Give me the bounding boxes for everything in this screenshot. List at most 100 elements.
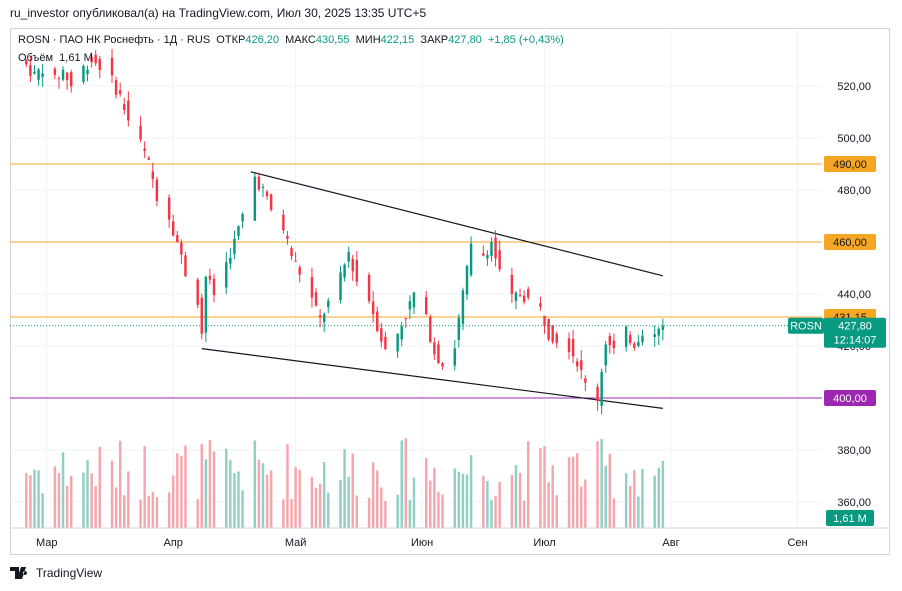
- x-tick-label: Июл: [533, 537, 555, 549]
- candle-body: [653, 334, 656, 337]
- candle-body: [380, 328, 383, 342]
- candle-body: [628, 334, 632, 343]
- grid: [10, 28, 822, 528]
- candle-body: [351, 258, 354, 272]
- candle-body: [600, 371, 603, 406]
- x-axis: Мар Апр Май Июн Июл Авг Сен: [10, 527, 890, 549]
- candle-body: [176, 235, 179, 243]
- volume-bar: [600, 438, 603, 528]
- volume-badge: [826, 510, 874, 526]
- volume-bar: [624, 473, 628, 528]
- volume-bar: [282, 499, 285, 528]
- volume-bar: [547, 482, 550, 528]
- candle-body: [567, 338, 571, 353]
- y-axis: 360,00380,00400,00420,00440,00460,00480,…: [837, 81, 871, 509]
- candle-body: [127, 100, 130, 121]
- y-tick-label: 440,00: [837, 289, 871, 301]
- volume-bar: [204, 459, 208, 528]
- volume-bar: [412, 477, 416, 528]
- candle-body: [518, 295, 522, 297]
- volume-bar: [318, 483, 322, 528]
- candle-body: [343, 264, 346, 278]
- close-label: ЗАКР: [420, 34, 449, 46]
- trendline: [250, 171, 664, 277]
- volume-bar: [147, 495, 150, 528]
- volume-bar: [494, 495, 497, 528]
- candle-body: [69, 72, 73, 87]
- volume-bar: [322, 461, 326, 528]
- candle-body: [261, 186, 265, 188]
- candle-body: [204, 276, 208, 333]
- volume-bar: [327, 492, 330, 528]
- candle-body: [412, 292, 416, 308]
- volume-bar: [653, 475, 656, 528]
- volume-bar: [339, 479, 342, 528]
- volume-bar: [114, 487, 118, 528]
- volume-bar: [37, 470, 40, 528]
- candle-body: [253, 176, 257, 221]
- volume-label: Объём: [18, 52, 54, 64]
- volume-bar: [314, 487, 318, 528]
- candle-body: [151, 171, 155, 180]
- candle-body: [584, 378, 587, 383]
- candle-body: [155, 179, 159, 202]
- volume-bar: [127, 471, 130, 528]
- candle-body: [433, 342, 436, 355]
- volume-bar: [82, 472, 85, 528]
- price-labels: 490,00460,00431,15400,00ROSN427,8012:14:…: [788, 156, 886, 526]
- volume-bar: [441, 494, 444, 528]
- volume-bar: [641, 468, 644, 528]
- candle-body: [200, 297, 204, 334]
- candle-body: [571, 338, 575, 357]
- level-label: 460,00: [833, 237, 867, 249]
- open-label: ОТКР: [216, 34, 246, 46]
- candle-body: [404, 318, 408, 320]
- volume-bar: [29, 475, 32, 528]
- candle-body: [167, 197, 171, 220]
- volume-bar: [241, 490, 244, 528]
- volume-bar: [143, 446, 146, 528]
- candle-body: [510, 274, 514, 294]
- candle-body: [339, 272, 342, 301]
- volume-bar: [596, 441, 599, 528]
- candle-body: [637, 342, 640, 346]
- tradingview-logo-icon: [10, 567, 28, 579]
- candle-body: [457, 317, 461, 340]
- volume-bar: [351, 453, 354, 528]
- x-tick-label: Сен: [787, 537, 807, 549]
- volume-bar: [355, 495, 359, 528]
- volume-bar: [608, 453, 612, 528]
- candle-body: [494, 237, 497, 259]
- candle-body: [171, 221, 175, 236]
- volume-bar: [555, 495, 558, 528]
- volume-bar: [237, 471, 240, 528]
- tradingview-footer[interactable]: TradingView: [10, 566, 102, 580]
- volume-bar: [233, 473, 236, 528]
- candle-body: [33, 71, 36, 74]
- level-label: 400,00: [833, 393, 867, 405]
- candle-body: [400, 326, 403, 340]
- volume-bar: [290, 498, 293, 528]
- publisher-header: ru_investor опубликовал(а) на TradingVie…: [10, 6, 427, 20]
- high-label: МАКС: [285, 34, 316, 46]
- volume-bar: [551, 465, 554, 528]
- candle-body: [98, 58, 101, 70]
- candle-body: [212, 278, 216, 296]
- volume-bar: [61, 452, 65, 528]
- candle-body: [53, 68, 57, 75]
- volume-bar: [371, 462, 375, 528]
- candle-body: [229, 257, 232, 264]
- volume-bar: [376, 470, 379, 528]
- candle-body: [543, 315, 546, 327]
- candle-body: [408, 301, 412, 310]
- volume-bar: [637, 496, 640, 528]
- volume-bar: [184, 445, 187, 528]
- volume-bar: [261, 463, 265, 528]
- volume-bar: [571, 456, 575, 528]
- candle-body: [490, 242, 493, 256]
- candle-body: [612, 340, 616, 348]
- volume-bar: [118, 440, 122, 528]
- candle-body: [265, 191, 269, 197]
- candle-body: [441, 363, 444, 367]
